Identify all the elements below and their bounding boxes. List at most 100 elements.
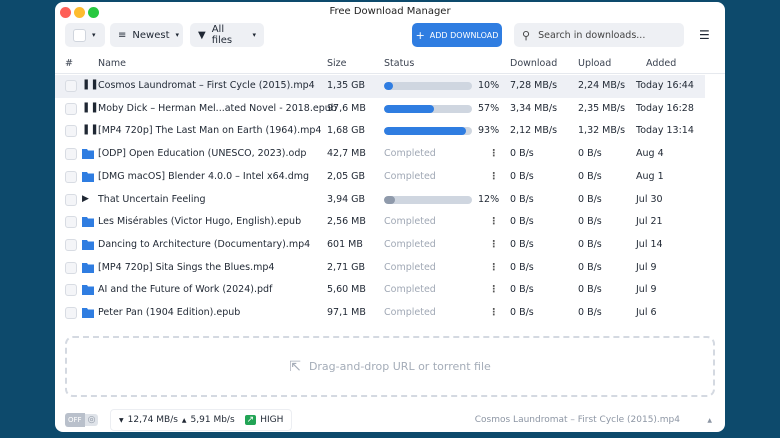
folder-icon[interactable] xyxy=(82,239,94,251)
sort-label: Newest xyxy=(132,29,170,41)
added-date: Aug 1 xyxy=(636,170,664,182)
row-checkbox[interactable] xyxy=(65,216,77,229)
row-checkbox[interactable] xyxy=(65,284,77,297)
chevron-down-icon: ▾ xyxy=(175,31,180,39)
row-checkbox[interactable] xyxy=(65,148,77,161)
file-size: 2,56 MB xyxy=(327,216,366,228)
more-options-icon[interactable]: ⋮ xyxy=(489,261,499,273)
table-row[interactable]: Peter Pan (1904 Edition).epub 97,1 MB Co… xyxy=(55,302,705,325)
folder-icon[interactable] xyxy=(82,262,94,274)
select-all-checkbox[interactable] xyxy=(73,28,86,42)
search-icon: ⚲ xyxy=(522,28,531,42)
table-row[interactable]: ❚❚ Cosmos Laundromat – First Cycle (2015… xyxy=(55,75,705,98)
file-size: 97,1 MB xyxy=(327,307,366,318)
row-checkbox[interactable] xyxy=(65,102,77,115)
added-date: Aug 4 xyxy=(636,148,664,160)
expand-up-icon[interactable]: ▲ xyxy=(707,416,712,424)
window-title: Free Download Manager xyxy=(329,6,451,17)
upload-speed: 0 B/s xyxy=(578,170,602,182)
folder-icon[interactable] xyxy=(82,284,94,296)
folder-icon[interactable] xyxy=(82,148,94,160)
select-all-dropdown[interactable]: ▾ xyxy=(65,23,105,47)
progress-bar xyxy=(384,195,472,204)
file-name: Les Misérables (Victor Hugo, English).ep… xyxy=(98,216,302,228)
chevron-down-icon: ▾ xyxy=(92,31,96,39)
folder-icon[interactable] xyxy=(82,171,94,183)
col-name[interactable]: Name xyxy=(98,58,127,69)
add-download-button[interactable]: + ADD DOWNLOAD xyxy=(412,23,502,47)
progress-percent: 10% xyxy=(478,80,500,91)
upload-speed: 2,24 MB/s xyxy=(578,80,626,91)
row-checkbox[interactable] xyxy=(65,193,77,206)
sort-dropdown[interactable]: ≡ Newest ▾ xyxy=(110,23,183,47)
file-name: Peter Pan (1904 Edition).epub xyxy=(98,307,241,318)
pause-icon[interactable]: ❚❚ xyxy=(82,101,99,113)
chevron-down-icon: ▾ xyxy=(252,31,256,39)
table-row[interactable]: Les Misérables (Victor Hugo, English).ep… xyxy=(55,211,705,234)
table-row[interactable]: Dancing to Architecture (Documentary).mp… xyxy=(55,234,705,257)
file-name: AI and the Future of Work (2024).pdf xyxy=(98,284,273,296)
row-checkbox[interactable] xyxy=(65,307,77,319)
drop-zone-label: Drag-and-drop URL or torrent file xyxy=(308,360,491,373)
progress-bar xyxy=(384,82,472,90)
status-completed: Completed xyxy=(384,238,436,250)
play-icon[interactable]: ▶ xyxy=(82,193,89,204)
col-upload[interactable]: Upload xyxy=(578,58,612,69)
more-options-icon[interactable]: ⋮ xyxy=(489,148,499,160)
close-window-button[interactable] xyxy=(60,7,71,18)
folder-icon[interactable] xyxy=(82,307,94,319)
table-row[interactable]: ▶ That Uncertain Feeling 3,94 GB 12% 0 B… xyxy=(55,189,705,212)
table-row[interactable]: AI and the Future of Work (2024).pdf 5,6… xyxy=(55,279,705,302)
sidebar-toggle-icon[interactable]: ☰ xyxy=(699,28,710,42)
download-speed: 0 B/s xyxy=(510,216,534,228)
speed-limit-toggle[interactable]: OFF ◎ xyxy=(65,409,99,431)
col-added[interactable]: Added xyxy=(646,58,677,69)
table-row[interactable]: [ODP] Open Education (UNESCO, 2023).odp … xyxy=(55,143,705,166)
more-options-icon[interactable]: ⋮ xyxy=(489,238,499,250)
row-checkbox[interactable] xyxy=(65,125,77,138)
more-options-icon[interactable]: ⋮ xyxy=(489,216,499,228)
row-checkbox[interactable] xyxy=(65,261,77,274)
row-checkbox[interactable] xyxy=(65,80,77,92)
search-input[interactable]: ⚲ Search in downloads... xyxy=(514,23,684,47)
progress-bar xyxy=(384,127,472,136)
table-row[interactable]: ❚❚ Moby Dick – Herman Mel...ated Novel -… xyxy=(55,98,705,121)
speed-summary[interactable]: ▼ 12,74 MB/s ▲ 5,91 Mb/s ↗ HIGH xyxy=(110,409,293,431)
upload-speed: 0 B/s xyxy=(578,238,602,250)
table-row[interactable]: [MP4 720p] Sita Sings the Blues.mp4 2,71… xyxy=(55,257,705,280)
status-completed: Completed xyxy=(384,284,436,296)
minimize-window-button[interactable] xyxy=(74,7,85,18)
col-num: # xyxy=(65,58,73,69)
table-row[interactable]: [DMG macOS] Blender 4.0.0 – Intel x64.dm… xyxy=(55,166,705,189)
progress-fill xyxy=(384,195,395,204)
table-row[interactable]: ❚❚ [MP4 720p] The Last Man on Earth (196… xyxy=(55,120,705,143)
col-download[interactable]: Download xyxy=(510,58,558,69)
upload-speed: 2,35 MB/s xyxy=(578,102,626,114)
down-arrow-icon: ▼ xyxy=(119,416,124,424)
pause-icon[interactable]: ❚❚ xyxy=(82,124,99,136)
folder-icon[interactable] xyxy=(82,216,94,228)
pause-icon[interactable]: ❚❚ xyxy=(82,79,99,90)
sort-icon: ≡ xyxy=(118,29,127,41)
progress-percent: 57% xyxy=(478,102,500,114)
row-checkbox[interactable] xyxy=(65,170,77,183)
added-date: Jul 30 xyxy=(636,193,663,205)
speed-gauge-icon: ◎ xyxy=(84,414,99,426)
upload-speed: 0 B/s xyxy=(578,148,602,160)
more-options-icon[interactable]: ⋮ xyxy=(489,307,499,318)
more-options-icon[interactable]: ⋮ xyxy=(489,284,499,296)
upload-speed: 1,32 MB/s xyxy=(578,125,626,137)
drop-zone[interactable]: ⇱ Drag-and-drop URL or torrent file xyxy=(65,336,715,397)
added-date: Today 13:14 xyxy=(636,125,694,137)
col-status[interactable]: Status xyxy=(384,58,415,69)
file-size: 97,6 MB xyxy=(327,102,366,114)
filter-dropdown[interactable]: ▼ All files ▾ xyxy=(190,23,264,47)
status-completed: Completed xyxy=(384,170,436,182)
download-speed: 0 B/s xyxy=(510,261,534,273)
col-size[interactable]: Size xyxy=(327,58,347,69)
zoom-window-button[interactable] xyxy=(88,7,99,18)
status-completed: Completed xyxy=(384,216,436,228)
added-date: Today 16:28 xyxy=(636,102,694,114)
more-options-icon[interactable]: ⋮ xyxy=(489,170,499,182)
row-checkbox[interactable] xyxy=(65,238,77,251)
